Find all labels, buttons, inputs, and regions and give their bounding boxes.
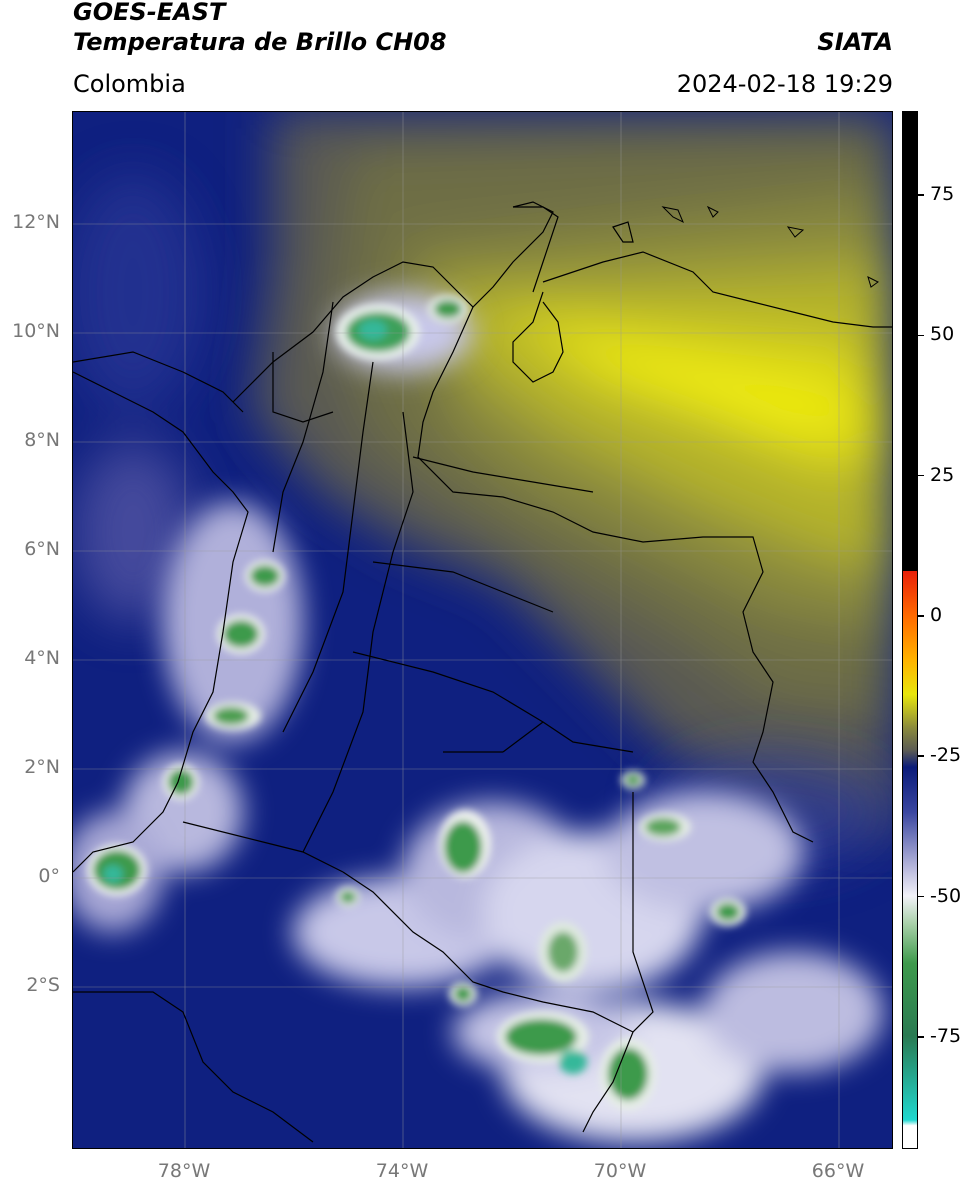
satellite-title: GOES-EAST	[73, 0, 226, 26]
map-canvas	[73, 112, 892, 1148]
lon-label-74w: 74°W	[375, 1160, 429, 1182]
colorbar-tick-label: 0	[930, 603, 943, 626]
lat-label-10n: 10°N	[12, 320, 60, 342]
colorbar-tick	[918, 194, 924, 196]
colorbar-tick	[918, 334, 924, 337]
satellite-map[interactable]	[72, 111, 893, 1149]
mid-cloud-patches	[73, 172, 892, 872]
lon-label-70w: 70°W	[593, 1160, 647, 1182]
lat-label-4n: 4°N	[24, 647, 60, 669]
lat-label-6n: 6°N	[24, 538, 60, 560]
lat-label-12n: 12°N	[12, 211, 60, 233]
colorbar-tick-label: 50	[930, 323, 955, 346]
datetime-label: 2024-02-18 19:29	[676, 70, 893, 98]
lat-label-2s: 2°S	[26, 974, 60, 996]
colorbar-tick	[918, 474, 924, 477]
colorbar-tick-label: 75	[930, 183, 955, 206]
lon-label-66w: 66°W	[811, 1160, 865, 1182]
lat-label-2n: 2°N	[24, 756, 60, 778]
colorbar-tick-label: -50	[930, 884, 962, 907]
source-label: SIATA	[817, 28, 893, 56]
region-label: Colombia	[73, 70, 186, 98]
temperature-colorbar	[902, 111, 918, 1149]
lat-label-0: 0°	[38, 865, 60, 887]
deep-convection-cores	[87, 295, 746, 1110]
colorbar-tick	[918, 615, 924, 617]
colorbar-tick	[918, 755, 924, 757]
product-title: Temperatura de Brillo CH08	[73, 28, 447, 56]
lon-label-78w: 78°W	[157, 1160, 211, 1182]
colorbar-tick-label: 25	[930, 463, 955, 486]
colorbar-tick	[918, 1036, 924, 1038]
dry-air-field	[253, 112, 892, 832]
colorbar-tick	[918, 895, 924, 898]
colorbar-tick-label: -75	[930, 1024, 962, 1047]
colorbar-tick-label: -25	[930, 744, 962, 767]
lat-label-8n: 8°N	[24, 429, 60, 451]
country-borders	[73, 201, 892, 1143]
caribbean-islands	[661, 205, 879, 288]
